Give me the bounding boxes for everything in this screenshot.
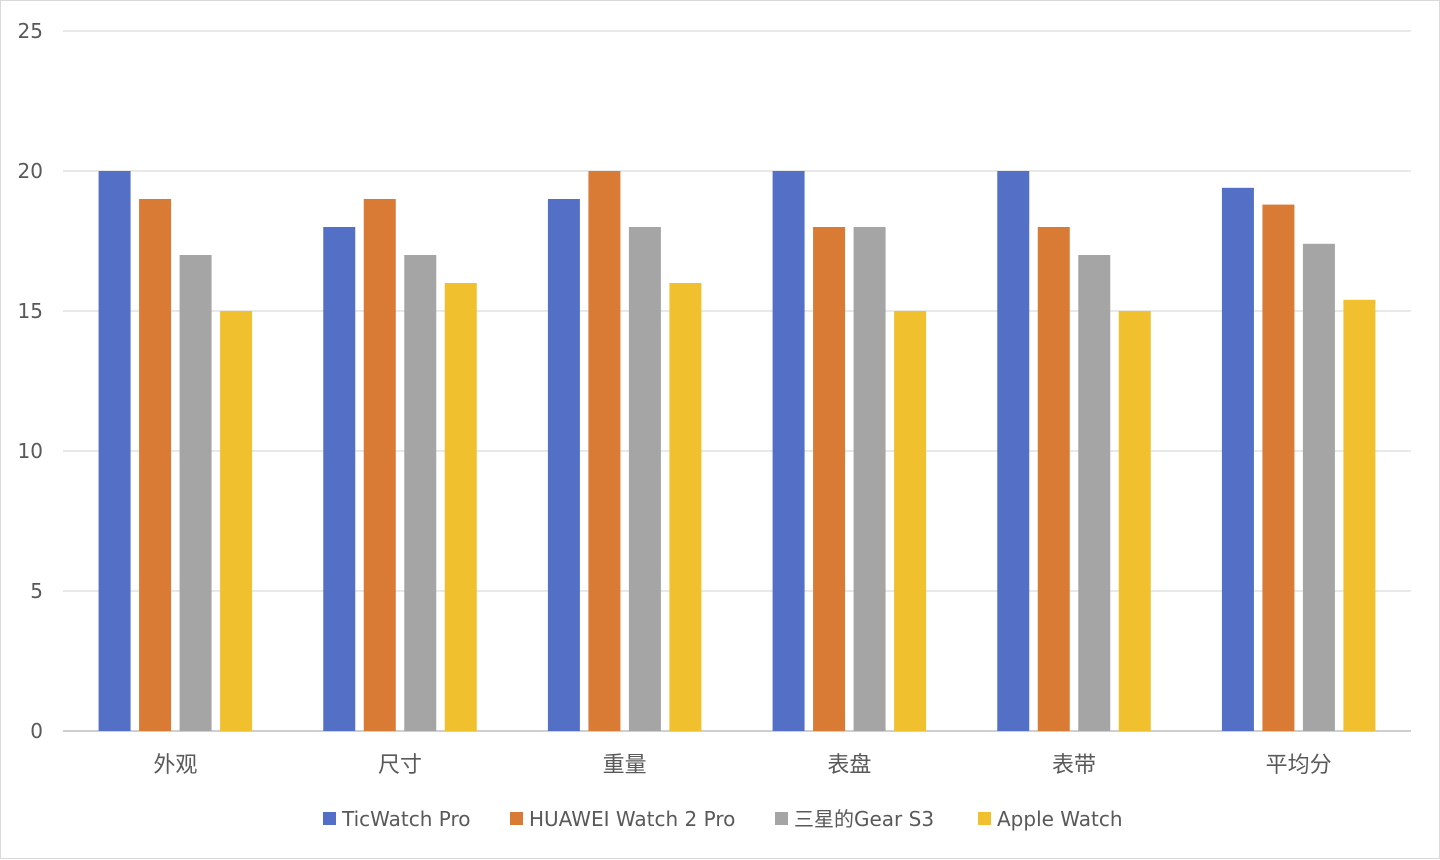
bar [853, 227, 886, 731]
bar [1302, 243, 1335, 732]
legend-swatch [510, 812, 523, 825]
bar [139, 199, 172, 731]
y-tick-label: 5 [30, 579, 43, 603]
y-tick-label: 15 [18, 299, 43, 323]
bar [444, 283, 477, 731]
bar [813, 227, 846, 731]
bar [323, 227, 356, 731]
bar [997, 171, 1030, 731]
x-category-label: 尺寸 [378, 753, 422, 778]
y-tick-label: 0 [30, 719, 43, 743]
y-tick-label: 10 [18, 439, 43, 463]
bar [669, 283, 702, 731]
x-category-label: 外观 [153, 753, 197, 778]
gridlines [63, 30, 1411, 732]
bar [1262, 204, 1295, 732]
y-tick-label: 20 [18, 159, 43, 183]
bar [547, 199, 580, 731]
bars [98, 171, 1376, 732]
bar [588, 171, 621, 731]
bar [628, 227, 661, 731]
bar [98, 171, 131, 731]
bar [404, 255, 437, 731]
legend-swatch [323, 812, 336, 825]
x-category-label: 平均分 [1266, 753, 1332, 778]
bar [220, 311, 253, 731]
legend-label: TicWatch Pro [341, 807, 471, 831]
bar [894, 311, 927, 731]
bar [1343, 299, 1376, 731]
y-tick-label: 25 [18, 19, 43, 43]
legend-label: Apple Watch [997, 807, 1123, 831]
legend: TicWatch Pro HUAWEI Watch 2 Pro 三星的Gear S3… [323, 807, 1123, 831]
bar [1118, 311, 1151, 731]
bar [1078, 255, 1111, 731]
bar [772, 171, 805, 731]
x-category-label: 重量 [603, 753, 647, 778]
x-category-label: 表盘 [827, 753, 871, 778]
legend-label: HUAWEI Watch 2 Pro [529, 807, 735, 831]
x-axis-category-labels: 外观 尺寸 重量 表盘 表带 平均分 [153, 753, 1331, 778]
bar [1221, 187, 1254, 732]
legend-label: 三星的Gear S3 [794, 807, 934, 831]
bar [1037, 227, 1070, 731]
y-axis-tick-labels: 0 5 10 15 20 25 [18, 19, 43, 743]
legend-swatch [978, 812, 991, 825]
bar [363, 199, 396, 731]
x-category-label: 表带 [1052, 753, 1096, 778]
bar [179, 255, 212, 731]
legend-swatch [775, 812, 788, 825]
